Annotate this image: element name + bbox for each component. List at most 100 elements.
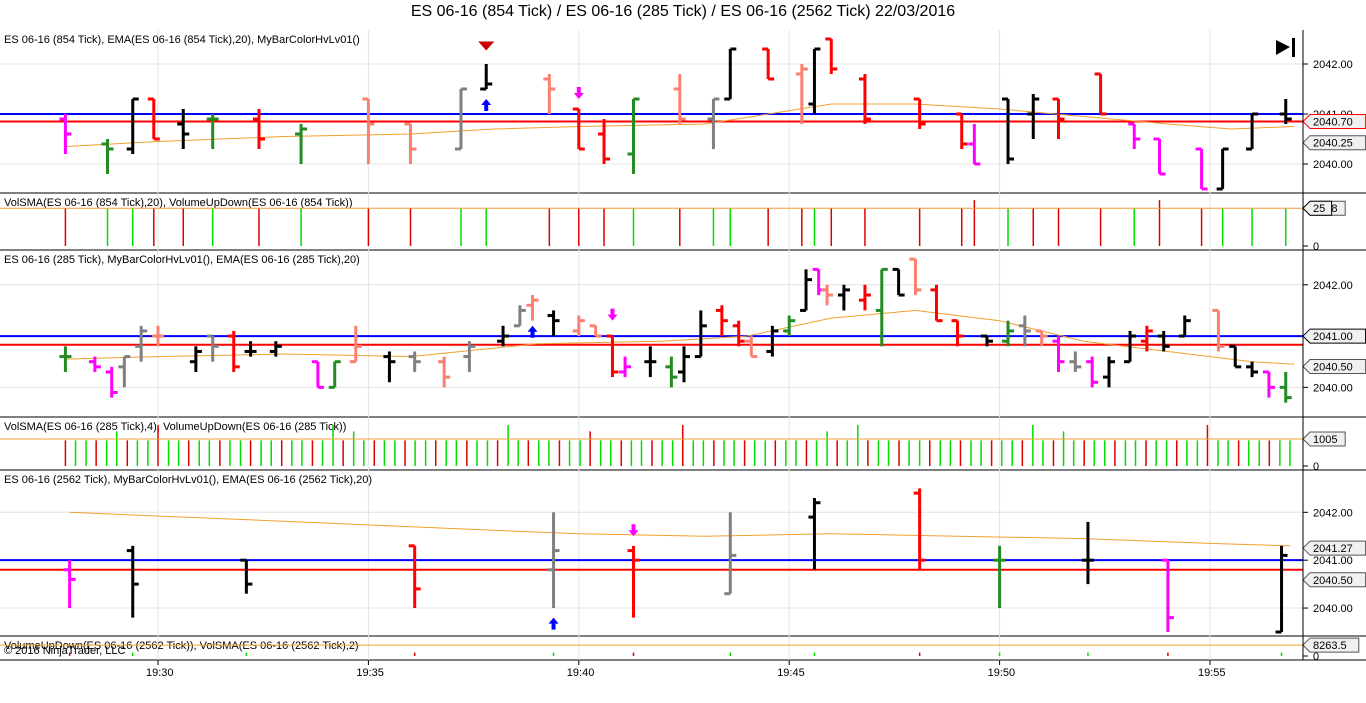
ohlc-bar (88, 356, 101, 372)
price-box-shape (1302, 200, 1333, 216)
ohlc-bar (724, 47, 737, 101)
ohlc-bar (825, 37, 838, 74)
arrow-up-icon (548, 617, 559, 630)
ohlc-bar (1124, 330, 1137, 364)
panel-2: 2042.00 2041.00 2040.00 ES 06-16 (285 Tick)… (0, 250, 1366, 418)
ohlc-bar (543, 74, 556, 114)
panel-label: VolSMA(ES 06-16 (854 Tick),20), VolumeUp… (4, 197, 352, 209)
ohlc-bar (644, 346, 657, 378)
ohlc-bar (678, 346, 690, 383)
ohlc-bar (808, 497, 821, 570)
price-box-label: 2040.25 (1313, 138, 1353, 150)
ohlc-bar (547, 512, 560, 609)
ohlc-bar (1216, 147, 1229, 191)
ohlc-bar (673, 74, 686, 124)
x-tick-label: 19:45 (777, 667, 805, 679)
panel-4: 2042.00 2041.00 2040.00 ES 06-16 (2562 Tick… (0, 470, 1366, 637)
ohlc-bar (694, 310, 707, 359)
panel-1: 0 VolSMA(ES 06-16 (854 Tick),20), VolumeU… (0, 193, 1366, 253)
price-box: 1005 (1302, 431, 1346, 447)
ohlc-bar (126, 97, 139, 154)
ohlc-bar (1027, 94, 1040, 139)
ohlc-bar (547, 310, 560, 337)
price-box: 2041.27 (1302, 540, 1366, 556)
ohlc-bar (1002, 320, 1015, 347)
ohlc-bar (875, 267, 888, 347)
panel-5: 0 VolumeUpDown(ES 06-16 (2562 Tick)), Vol… (0, 636, 1366, 663)
ohlc-bar (349, 325, 362, 364)
y-tick-label: 0 (1313, 241, 1319, 253)
ohlc-bar (463, 341, 476, 372)
ohlc-bar (800, 269, 813, 312)
y-tick-label: 2040.00 (1313, 603, 1353, 615)
y-tick-label: 2042.00 (1313, 59, 1353, 71)
ohlc-bar (1161, 558, 1174, 632)
ohlc-bar (480, 64, 493, 91)
ohlc-bar (311, 360, 324, 389)
ohlc-bar (1246, 361, 1259, 378)
panel-label: VolSMA(ES 06-16 (285 Tick),4), VolumeUpD… (4, 421, 346, 433)
signal-triangle-icon (478, 41, 495, 51)
x-tick-label: 19:30 (146, 667, 174, 679)
ohlc-bar (269, 341, 282, 357)
ohlc-bar (766, 325, 779, 357)
ohlc-bar (808, 47, 821, 114)
ohlc-bar (762, 47, 775, 81)
ohlc-bar (295, 124, 308, 164)
ohlc-bar (63, 560, 76, 609)
arrow-down-icon (628, 524, 639, 537)
y-tick-label: 2041.00 (1313, 555, 1353, 567)
ohlc-bar (955, 112, 968, 149)
ohlc-bar (1018, 315, 1031, 347)
arrow-down-icon (607, 308, 618, 321)
ohlc-bar (1195, 147, 1208, 191)
y-tick-label: 2040.00 (1313, 382, 1353, 394)
ohlc-bar (408, 544, 421, 609)
ohlc-bar (1002, 97, 1015, 164)
skip-end-bar-icon (1292, 38, 1295, 57)
ohlc-bar (513, 305, 526, 328)
ohlc-bar (1052, 336, 1065, 372)
ohlc-bar (240, 558, 253, 594)
ohlc-bar (105, 366, 118, 398)
ohlc-bar (206, 114, 219, 149)
x-tick-label: 19:35 (356, 667, 384, 679)
ohlc-bar (1275, 545, 1288, 634)
ohlc-bar (59, 346, 72, 372)
ohlc-bar (126, 545, 139, 618)
ohlc-bar (715, 305, 728, 337)
ohlc-bar (189, 346, 202, 372)
panel-label: ES 06-16 (285 Tick), MyBarColorHvLv01(),… (4, 254, 360, 266)
ohlc-bar (783, 315, 796, 337)
ohlc-bar (909, 257, 922, 296)
price-box-shape (1302, 637, 1360, 653)
ohlc-bar (913, 97, 926, 129)
ohlc-bar (572, 315, 585, 337)
price-box-label: 2041.00 (1313, 331, 1353, 343)
ohlc-bar (147, 97, 160, 141)
ohlc-bar (627, 545, 640, 618)
ohlc-bar (101, 139, 114, 174)
arrow-up-icon (527, 325, 538, 338)
ohlc-bar (408, 351, 421, 372)
ohlc-bar (152, 325, 164, 347)
panel-label: VolumeUpDown(ES 06-16 (2562 Tick)), VolS… (4, 640, 359, 652)
ohlc-bar (980, 334, 993, 347)
ohlc-bar (497, 325, 510, 347)
skip-end-icon (1276, 40, 1290, 55)
price-box: 2040.50 (1302, 358, 1366, 374)
ohlc-bar (951, 319, 964, 347)
ohlc-bar (837, 284, 850, 311)
y-tick-label: 2040.00 (1313, 159, 1353, 171)
price-box-label: 8263.5 (1313, 640, 1347, 652)
ohlc-bar (526, 295, 539, 321)
ohlc-bar (892, 267, 905, 297)
price-box: 2040.25 (1302, 135, 1366, 151)
ohlc-bar (821, 284, 834, 306)
ohlc-bar (732, 320, 745, 347)
ohlc-bar (177, 109, 190, 149)
ohlc-bar (454, 87, 467, 151)
price-box: 8263.5 (1302, 637, 1360, 653)
ohlc-bar (1052, 97, 1065, 139)
